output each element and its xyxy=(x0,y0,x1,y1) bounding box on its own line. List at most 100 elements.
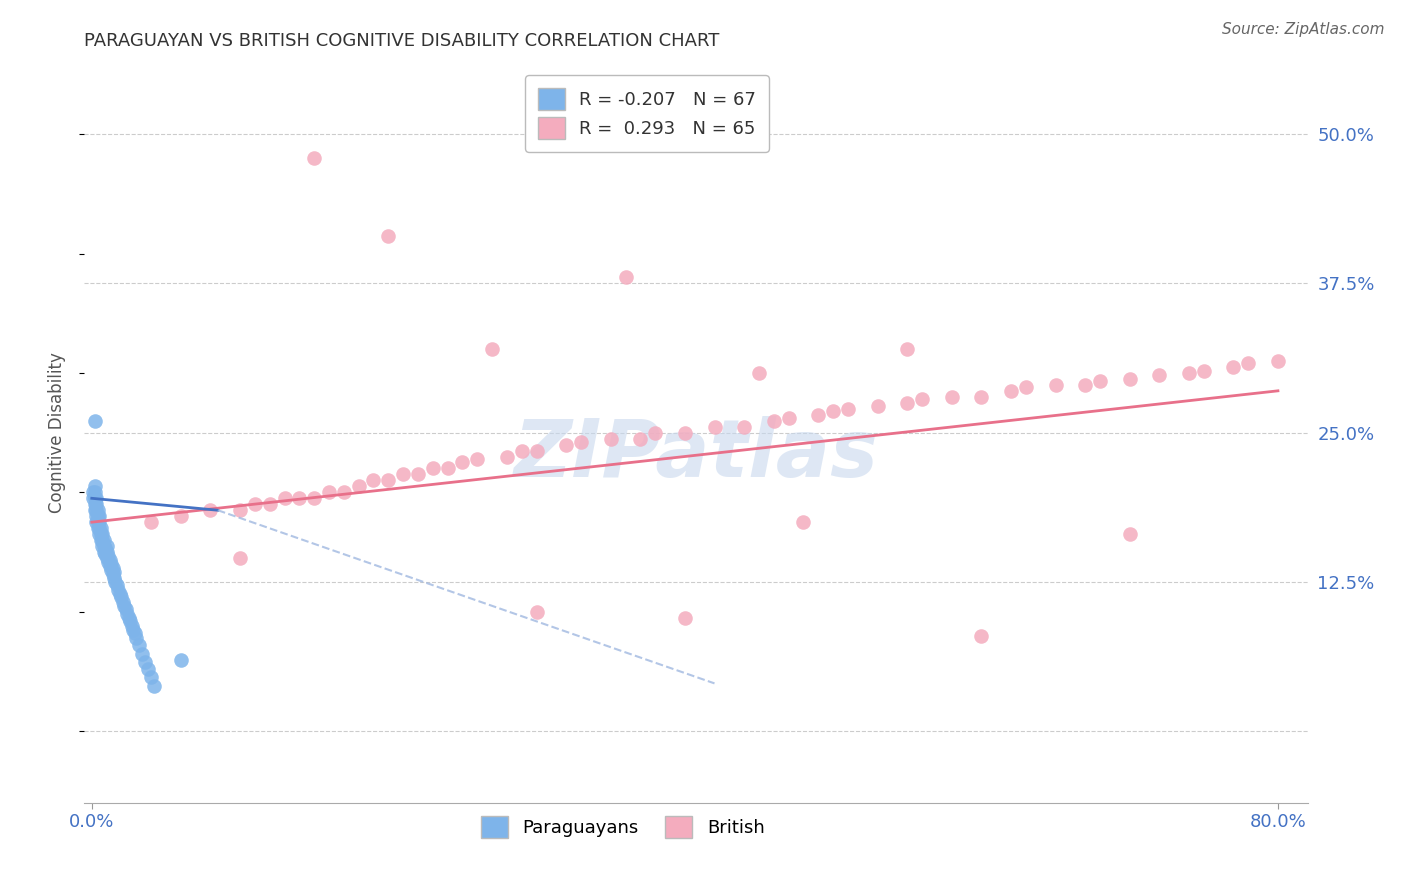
Point xyxy=(91,527,114,541)
Point xyxy=(1149,368,1171,383)
Point xyxy=(243,497,266,511)
Point xyxy=(139,515,162,529)
Point xyxy=(333,485,356,500)
Point xyxy=(363,474,385,488)
Point xyxy=(82,485,104,500)
Point xyxy=(117,607,139,621)
Point xyxy=(94,548,117,562)
Point xyxy=(90,527,112,541)
Text: Source: ZipAtlas.com: Source: ZipAtlas.com xyxy=(1222,22,1385,37)
Point xyxy=(1000,384,1022,398)
Point xyxy=(748,366,770,380)
Point xyxy=(89,527,111,541)
Point xyxy=(302,491,325,506)
Point xyxy=(83,485,105,500)
Point xyxy=(97,549,120,563)
Point xyxy=(91,533,114,547)
Point xyxy=(94,541,117,556)
Point xyxy=(101,566,124,581)
Point xyxy=(83,497,105,511)
Point xyxy=(134,655,156,669)
Point xyxy=(1045,377,1067,392)
Point xyxy=(97,555,120,569)
Point xyxy=(1118,527,1140,541)
Point xyxy=(1088,374,1111,388)
Point xyxy=(84,515,107,529)
Point xyxy=(422,461,444,475)
Point xyxy=(451,455,474,469)
Point xyxy=(111,595,134,609)
Point xyxy=(128,638,150,652)
Point xyxy=(107,583,129,598)
Point xyxy=(229,503,252,517)
Point xyxy=(1222,359,1244,374)
Point xyxy=(644,425,666,440)
Point xyxy=(970,390,993,404)
Point xyxy=(83,479,105,493)
Point xyxy=(139,670,162,684)
Text: ZIPatlas: ZIPatlas xyxy=(513,416,879,494)
Point xyxy=(318,485,340,500)
Point xyxy=(377,228,399,243)
Point xyxy=(273,491,295,506)
Point xyxy=(866,400,889,414)
Point xyxy=(83,414,105,428)
Point xyxy=(86,521,108,535)
Legend: Paraguayans, British: Paraguayans, British xyxy=(474,809,772,846)
Point xyxy=(673,611,696,625)
Point xyxy=(89,515,111,529)
Point xyxy=(1267,354,1289,368)
Point xyxy=(1237,356,1260,370)
Point xyxy=(673,425,696,440)
Point xyxy=(392,467,415,482)
Point xyxy=(100,557,122,571)
Point xyxy=(1192,363,1215,377)
Point xyxy=(84,503,107,517)
Point xyxy=(823,404,845,418)
Point xyxy=(86,509,108,524)
Point xyxy=(91,539,114,553)
Point xyxy=(115,602,138,616)
Point xyxy=(143,679,166,693)
Point xyxy=(792,515,814,529)
Point xyxy=(1015,380,1038,394)
Point xyxy=(118,611,141,625)
Point xyxy=(93,545,115,559)
Point xyxy=(762,414,785,428)
Point xyxy=(110,591,132,605)
Point xyxy=(1074,377,1097,392)
Point xyxy=(98,559,121,574)
Point xyxy=(628,432,651,446)
Point xyxy=(89,509,111,524)
Point xyxy=(96,545,118,559)
Point xyxy=(599,432,621,446)
Y-axis label: Cognitive Disability: Cognitive Disability xyxy=(48,352,66,513)
Point xyxy=(101,560,124,574)
Point xyxy=(703,419,725,434)
Point xyxy=(229,551,252,566)
Point xyxy=(105,578,128,592)
Point xyxy=(89,521,111,535)
Point xyxy=(465,451,488,466)
Point xyxy=(108,587,131,601)
Point xyxy=(93,533,115,547)
Point xyxy=(83,503,105,517)
Point xyxy=(96,539,118,553)
Point xyxy=(941,390,963,404)
Point xyxy=(124,626,146,640)
Point xyxy=(83,491,105,506)
Point xyxy=(98,553,121,567)
Point xyxy=(496,450,519,464)
Point xyxy=(93,539,115,553)
Point xyxy=(100,563,122,577)
Point xyxy=(837,401,859,416)
Point xyxy=(970,629,993,643)
Point xyxy=(86,503,108,517)
Text: PARAGUAYAN VS BRITISH COGNITIVE DISABILITY CORRELATION CHART: PARAGUAYAN VS BRITISH COGNITIVE DISABILI… xyxy=(84,32,720,50)
Point xyxy=(200,503,222,517)
Point xyxy=(90,533,112,547)
Point xyxy=(911,392,934,407)
Point xyxy=(170,509,193,524)
Point xyxy=(103,571,125,585)
Point xyxy=(614,270,637,285)
